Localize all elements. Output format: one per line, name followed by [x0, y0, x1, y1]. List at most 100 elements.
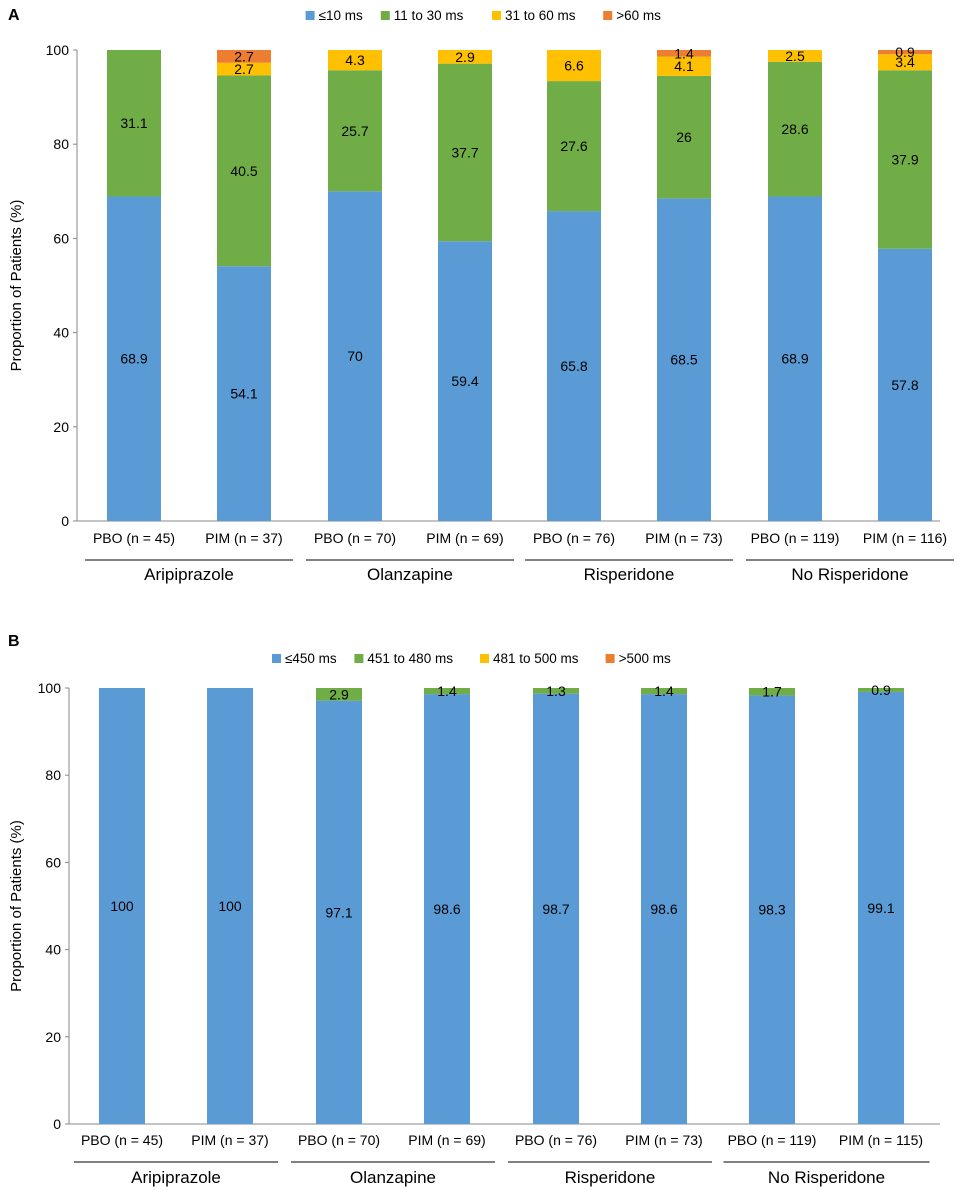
data-label: 2.9 [455, 49, 475, 65]
bar-segment [657, 50, 711, 57]
y-axis-title: Proportion of Patients (%) [8, 200, 25, 372]
y-tick-label: 80 [53, 136, 69, 152]
category-label: PBO (n = 45) [81, 1132, 163, 1148]
category-label: PBO (n = 76) [533, 530, 615, 546]
y-axis-title: Proportion of Patients (%) [8, 820, 25, 992]
data-label: 2.7 [234, 48, 254, 64]
bar-segment [217, 266, 271, 521]
bar-segment [547, 81, 601, 212]
data-label: 28.6 [781, 121, 808, 137]
category-label: PIM (n = 37) [191, 1132, 268, 1148]
bar-segment [99, 688, 145, 1124]
y-tick-label: 100 [38, 680, 62, 696]
group-label: No Risperidone [791, 565, 908, 584]
category-label: PIM (n = 69) [408, 1132, 485, 1148]
bar-segment [316, 700, 362, 1124]
bar-segment [878, 70, 932, 249]
group-label: Olanzapine [367, 565, 453, 584]
data-label: 4.1 [674, 58, 694, 74]
data-label: 2.9 [329, 686, 349, 702]
category-label: PIM (n = 116) [863, 530, 947, 546]
data-label: 1.4 [674, 45, 694, 61]
data-label: 25.7 [341, 123, 368, 139]
y-tick-label: 60 [45, 854, 61, 870]
group-label: Risperidone [584, 565, 675, 584]
legend-label: >60 ms [616, 8, 661, 23]
bar-segment [328, 70, 382, 192]
legend-label: ≤10 ms [319, 8, 363, 23]
category-label: PBO (n = 70) [298, 1132, 380, 1148]
bar-segment [858, 688, 904, 692]
data-label: 2.7 [234, 61, 254, 77]
y-tick-label: 0 [61, 513, 69, 529]
chart-panel-b: B ≤450 ms 451 to 480 ms 481 to 500 ms >500 m… [8, 633, 940, 1187]
bar-segment [768, 61, 822, 197]
category-label: PBO (n = 119) [728, 1132, 817, 1148]
data-label: 59.4 [451, 373, 478, 389]
group-label: Olanzapine [350, 1168, 436, 1187]
legend-swatch [305, 11, 315, 20]
data-label: 70 [347, 348, 363, 364]
data-label: 4.3 [345, 52, 365, 68]
data-label: 37.7 [451, 144, 478, 160]
group-label: Risperidone [565, 1168, 656, 1187]
legend-swatch [480, 654, 489, 663]
data-label: 100 [218, 898, 242, 914]
y-tick-label: 80 [45, 767, 61, 783]
bar-segment [657, 198, 711, 522]
data-label: 100 [110, 898, 134, 914]
bar-segment [217, 50, 271, 63]
y-tick-label: 0 [53, 1116, 61, 1132]
bar-segment [438, 241, 492, 521]
data-label: 98.3 [758, 902, 785, 918]
data-label: 98.6 [433, 901, 460, 917]
legend-swatch [354, 654, 364, 663]
data-label: 0.9 [895, 44, 915, 60]
bar-segment [858, 691, 904, 1124]
category-label: PIM (n = 73) [625, 1132, 702, 1148]
data-label: 6.6 [564, 58, 584, 74]
group-label: Aripiprazole [131, 1168, 221, 1187]
category-label: PBO (n = 76) [515, 1132, 597, 1148]
data-label: 27.6 [560, 138, 587, 154]
data-label: 31.1 [120, 115, 147, 131]
legend-label: 31 to 60 ms [505, 8, 576, 23]
group-label: No Risperidone [768, 1168, 885, 1187]
panel-label: A [8, 7, 20, 24]
legend-swatch [380, 11, 390, 20]
category-label: PIM (n = 115) [839, 1132, 923, 1148]
bar-segment [533, 688, 579, 694]
y-tick-label: 40 [45, 942, 61, 958]
bar-segment [533, 693, 579, 1124]
bar-segment [328, 191, 382, 522]
bar-segment [657, 75, 711, 199]
chart-panel-a: A ≤10 ms 11 to 30 ms 31 to 60 ms >60 ms 0 20 40… [8, 7, 954, 584]
bar-segment [107, 50, 161, 197]
data-label: 68.9 [120, 351, 147, 367]
bar-segment [438, 50, 492, 64]
category-label: PIM (n = 37) [205, 530, 282, 546]
category-label: PBO (n = 70) [314, 530, 396, 546]
bar-segment [207, 688, 253, 1124]
group-label: Aripiprazole [144, 565, 234, 584]
data-label: 0.9 [871, 682, 891, 698]
legend-label: 481 to 500 ms [493, 651, 579, 666]
data-label: 2.5 [785, 48, 805, 64]
bar-segment [547, 211, 601, 521]
data-label: 1.7 [762, 684, 782, 700]
bar-segment [328, 50, 382, 71]
legend-label: 451 to 480 ms [367, 651, 453, 666]
bar-segment [107, 196, 161, 521]
bar-segment [878, 248, 932, 521]
category-label: PBO (n = 119) [751, 530, 840, 546]
bar-segment [217, 62, 271, 76]
legend-swatch [272, 654, 281, 663]
bar-segment [424, 688, 470, 695]
bar-segment [657, 56, 711, 76]
bar-segment [878, 50, 932, 55]
category-label: PIM (n = 69) [426, 530, 503, 546]
bar-segment [217, 75, 271, 267]
data-label: 3.4 [895, 54, 915, 70]
y-tick-label: 60 [53, 230, 69, 246]
